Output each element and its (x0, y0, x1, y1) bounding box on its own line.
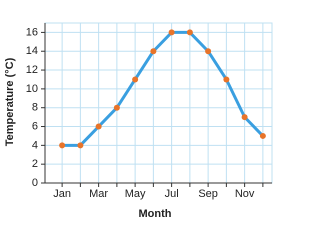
point (95, 123, 102, 130)
point (186, 29, 193, 36)
y-tick-label: 0 (32, 177, 38, 189)
x-tick-label: Sep (198, 188, 218, 200)
y-axis-title: Temperature (°C) (4, 57, 16, 146)
point (223, 76, 230, 83)
point (113, 104, 120, 111)
y-tick-label: 8 (32, 102, 38, 114)
plot-area (44, 22, 273, 184)
point (205, 48, 212, 55)
x-axis-title: Month (139, 208, 172, 220)
x-tick-label: Jul (165, 188, 179, 200)
x-tick-label: Nov (235, 188, 255, 200)
line (62, 30, 264, 147)
y-tick-label: 6 (32, 120, 38, 132)
y-tick-label: 12 (26, 64, 38, 76)
x-tick-label: May (125, 188, 146, 200)
x-tick-label: Mar (89, 188, 108, 200)
y-tick-label: 14 (26, 45, 38, 57)
point (259, 132, 266, 139)
y-tick-label: 4 (32, 139, 38, 151)
y-tick-label: 16 (26, 26, 38, 38)
point (132, 76, 139, 83)
y-tick-label: 2 (32, 158, 38, 170)
point (77, 142, 84, 149)
point (150, 48, 157, 55)
point (241, 114, 248, 121)
x-tick-label: Jan (53, 188, 71, 200)
y-tick-label: 10 (26, 83, 38, 95)
chart: Month Temperature (°C) 0 2 4 6 8 10 12 14 16 Jan M… (4, 22, 273, 220)
point (168, 29, 175, 36)
point (59, 142, 66, 149)
